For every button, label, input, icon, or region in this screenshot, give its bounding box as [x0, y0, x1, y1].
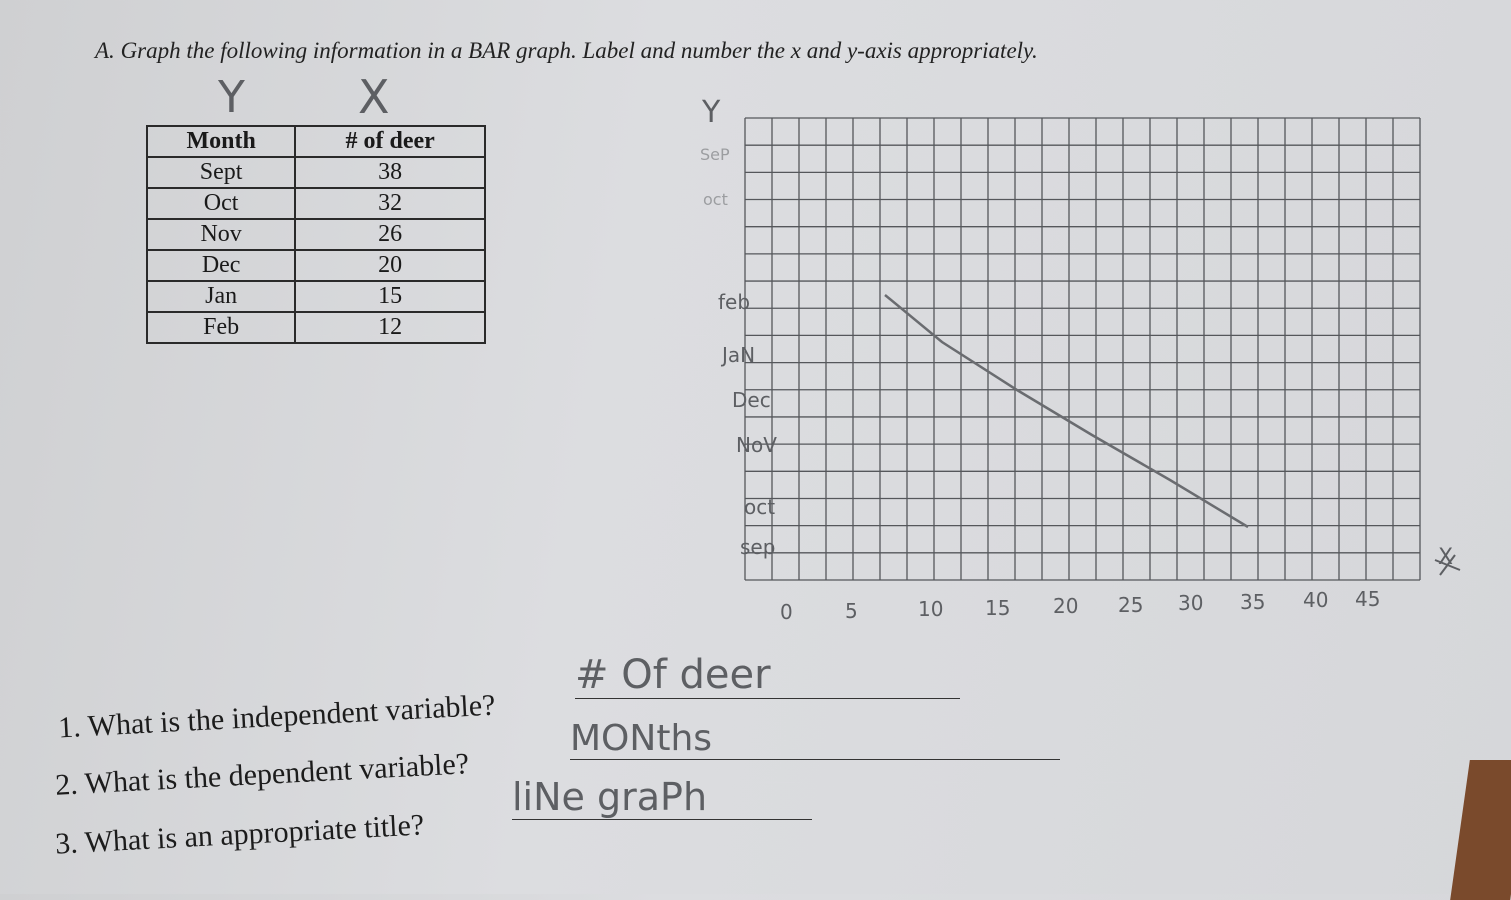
- table-row: Sept 38: [145, 156, 486, 189]
- x-label: 35: [1240, 589, 1266, 614]
- x-label: 40: [1303, 588, 1329, 612]
- answer: MONths: [570, 718, 1060, 760]
- answer: # Of deer: [575, 652, 960, 699]
- header-cell: Month: [145, 125, 297, 158]
- table-cell: Oct: [145, 187, 297, 220]
- table-cell: 12: [294, 311, 486, 344]
- answer: liNe graPh: [512, 775, 812, 820]
- table-row: Feb 12: [145, 311, 486, 344]
- table-cell: 20: [294, 249, 486, 282]
- table-cell: Dec: [145, 249, 297, 282]
- x-label: 45: [1355, 586, 1381, 611]
- deer-table: Month # of deer Sept 38 Oct 32 Nov 26 Dec 20 Jan…: [145, 125, 486, 344]
- table-cell: 26: [294, 218, 486, 251]
- handwritten-x: X: [358, 70, 390, 124]
- x-label: 0: [780, 600, 793, 624]
- x-label: 15: [985, 595, 1011, 620]
- table-cell: Feb: [145, 311, 297, 344]
- table-row: Dec 20: [145, 249, 486, 282]
- plotted-line: [884, 294, 1249, 529]
- table-cell: 15: [294, 280, 486, 313]
- table-cell: Jan: [145, 280, 297, 313]
- y-label: Dec: [732, 388, 771, 412]
- table-row: Jan 15: [145, 280, 486, 313]
- y-label: oct: [744, 495, 776, 519]
- table-cell: 38: [294, 156, 486, 189]
- graph-y-label: Y: [702, 95, 721, 130]
- table-cell: 32: [294, 187, 486, 220]
- x-arrow: [1434, 554, 1461, 576]
- table-cell: Nov: [145, 218, 297, 251]
- table-row: Nov 26: [145, 218, 486, 251]
- instruction: A. Graph the following information in a …: [95, 38, 1038, 64]
- crossed-out-label: oct: [703, 190, 728, 209]
- y-label: feb: [718, 290, 751, 314]
- x-label: 30: [1178, 591, 1204, 615]
- x-label: 5: [845, 598, 858, 623]
- crossed-out-label: SeP: [700, 145, 730, 164]
- header-cell: # of deer: [294, 125, 486, 158]
- x-label: 10: [918, 597, 944, 621]
- y-label: NoV: [736, 433, 777, 457]
- x-label: 20: [1053, 594, 1079, 618]
- graph-x-label: X: [1438, 545, 1454, 570]
- table-row: Oct 32: [145, 187, 486, 220]
- instruction-text: Graph the following information in a BAR…: [120, 38, 1038, 63]
- y-label: JaN: [722, 343, 756, 367]
- x-label: 25: [1118, 592, 1144, 617]
- table-cell: Sept: [145, 156, 297, 189]
- handwritten-y: Y: [218, 72, 245, 123]
- y-label: sep: [740, 535, 776, 559]
- instruction-label: A.: [95, 38, 115, 63]
